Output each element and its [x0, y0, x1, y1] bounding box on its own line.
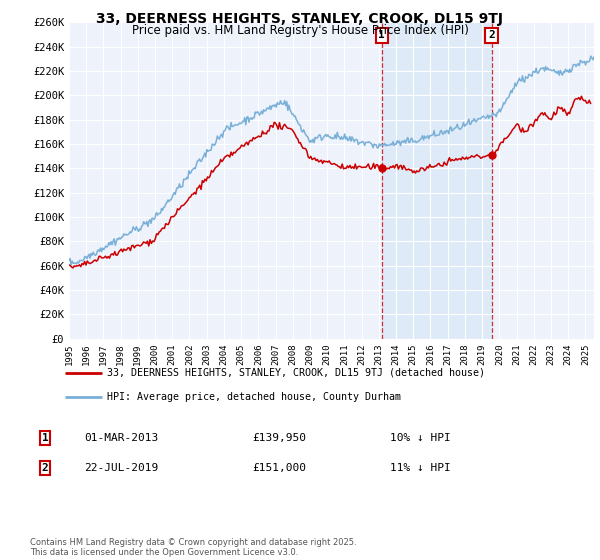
Text: 33, DEERNESS HEIGHTS, STANLEY, CROOK, DL15 9TJ: 33, DEERNESS HEIGHTS, STANLEY, CROOK, DL…: [97, 12, 503, 26]
Text: 1: 1: [41, 433, 49, 443]
Text: £139,950: £139,950: [252, 433, 306, 443]
Text: 22-JUL-2019: 22-JUL-2019: [84, 463, 158, 473]
Text: 2: 2: [41, 463, 49, 473]
Text: 01-MAR-2013: 01-MAR-2013: [84, 433, 158, 443]
Text: 33, DEERNESS HEIGHTS, STANLEY, CROOK, DL15 9TJ (detached house): 33, DEERNESS HEIGHTS, STANLEY, CROOK, DL…: [107, 368, 485, 378]
Text: 2: 2: [488, 30, 495, 40]
Text: £151,000: £151,000: [252, 463, 306, 473]
Text: Contains HM Land Registry data © Crown copyright and database right 2025.
This d: Contains HM Land Registry data © Crown c…: [30, 538, 356, 557]
Text: HPI: Average price, detached house, County Durham: HPI: Average price, detached house, Coun…: [107, 392, 401, 402]
Text: Price paid vs. HM Land Registry's House Price Index (HPI): Price paid vs. HM Land Registry's House …: [131, 24, 469, 36]
Text: 1: 1: [379, 30, 385, 40]
Text: 10% ↓ HPI: 10% ↓ HPI: [390, 433, 451, 443]
Bar: [382, 22, 491, 339]
Text: 11% ↓ HPI: 11% ↓ HPI: [390, 463, 451, 473]
